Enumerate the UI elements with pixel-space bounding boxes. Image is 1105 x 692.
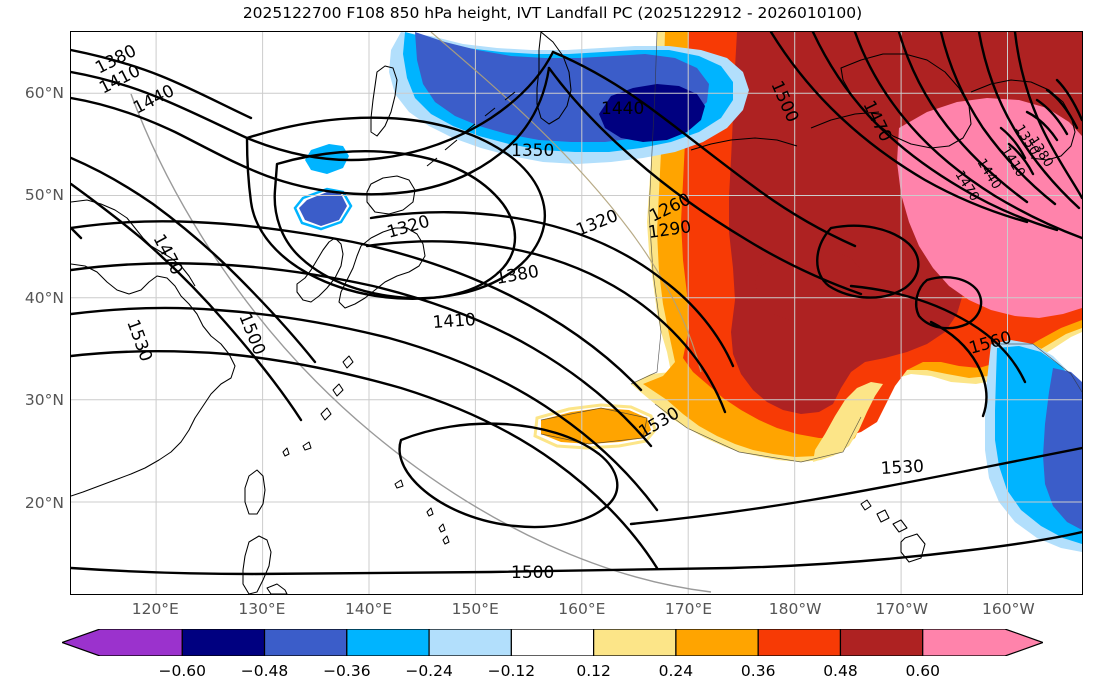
y-tick-label-40N: 40°N	[24, 288, 64, 307]
colorbar-band-2	[263, 629, 348, 656]
y-tick-label-50N: 50°N	[24, 186, 64, 205]
great-circle-arc	[130, 93, 712, 593]
map-axes[interactable]: 1380 1410 1440 1470 1500 1530 1350 1440 …	[70, 31, 1083, 595]
x-tick-label-160E: 160°E	[558, 600, 606, 618]
colorbar-label-3: −0.24	[405, 662, 453, 680]
x-tick-label-140E: 140°E	[344, 600, 393, 618]
svg-text:1530: 1530	[636, 403, 683, 442]
svg-text:1350: 1350	[511, 141, 554, 161]
colorbar-band-4	[428, 629, 512, 656]
x-tick-label-180W: 180°W	[768, 600, 822, 618]
colorbar[interactable]	[62, 629, 1043, 656]
x-tick-label-170W: 170°W	[875, 600, 929, 618]
svg-text:1380: 1380	[494, 262, 540, 289]
colorbar-swatches	[62, 629, 1043, 656]
colorbar-label-9: 0.60	[905, 662, 940, 680]
colorbar-band-10	[922, 629, 1043, 656]
colorbar-label-4: −0.12	[487, 662, 536, 680]
colorbar-band-8	[757, 629, 842, 656]
colorbar-label-8: 0.48	[823, 662, 858, 680]
svg-text:1530: 1530	[122, 317, 156, 364]
height-contours	[71, 32, 1082, 576]
colorbar-band-5	[510, 629, 595, 656]
svg-text:1440: 1440	[601, 99, 644, 119]
colorbar-label-7: 0.36	[740, 662, 776, 680]
colorbar-label-2: −0.36	[323, 662, 371, 680]
svg-text:1470: 1470	[149, 231, 187, 279]
svg-text:1440: 1440	[130, 81, 178, 118]
x-tick-label-130E: 130°E	[238, 600, 286, 618]
x-tick-label-120E: 120°E	[131, 600, 179, 618]
svg-text:1500: 1500	[234, 310, 269, 358]
svg-text:1500: 1500	[511, 563, 554, 583]
svg-text:1410: 1410	[432, 310, 477, 333]
x-tick-label-160W: 160°W	[982, 600, 1035, 618]
colorbar-band-7	[675, 629, 759, 656]
figure-title: 2025122700 F108 850 hPa height, IVT Land…	[242, 4, 863, 22]
x-tick-label-150E: 150°E	[451, 600, 499, 618]
y-tick-label-60N: 60°N	[24, 83, 64, 102]
y-tick-label-30N: 30°N	[24, 391, 64, 410]
colorbar-label-6: 0.24	[658, 662, 694, 680]
svg-text:1530: 1530	[880, 457, 924, 479]
colorbar-band-0	[62, 629, 183, 656]
y-tick-label-20N: 20°N	[24, 493, 64, 512]
svg-text:1320: 1320	[573, 206, 621, 241]
great-circle-arc-upper	[430, 32, 702, 373]
colorbar-label-1: −0.48	[240, 662, 289, 680]
colorbar-band-1	[181, 629, 266, 656]
x-tick-label-170E: 170°E	[664, 600, 713, 618]
colorbar-band-6	[593, 629, 677, 656]
colorbar-band-3	[346, 629, 430, 656]
colorbar-label-5: 0.12	[576, 662, 611, 680]
map-plot: 1380 1410 1440 1470 1500 1530 1350 1440 …	[71, 32, 1082, 594]
colorbar-band-9	[839, 629, 924, 656]
colorbar-label-0: −0.60	[158, 662, 207, 680]
